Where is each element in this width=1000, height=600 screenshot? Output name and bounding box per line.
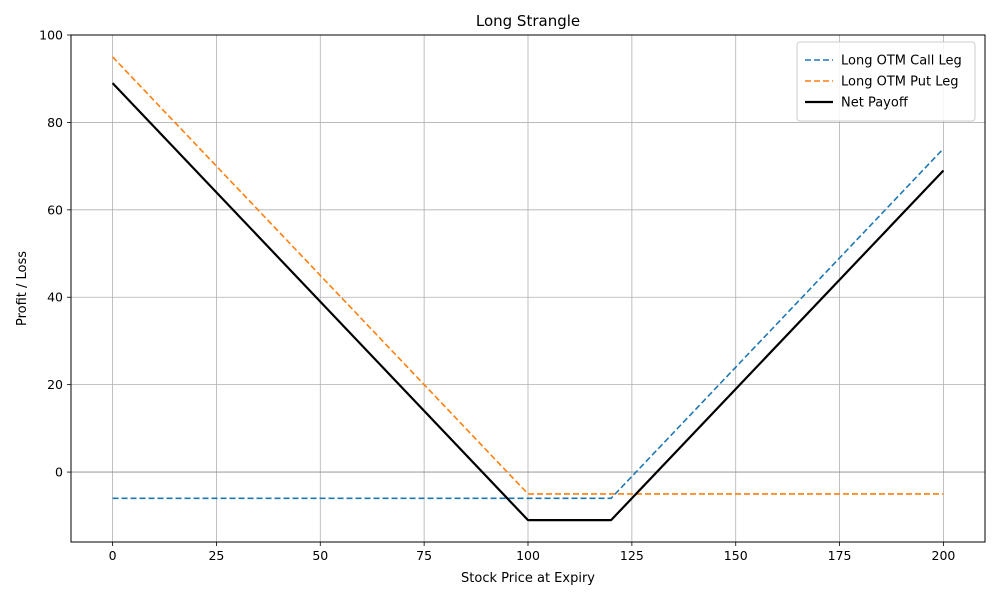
x-tick-label: 150 <box>724 548 748 563</box>
x-tick-label: 125 <box>620 548 644 563</box>
x-axis-label: Stock Price at Expiry <box>461 571 595 586</box>
x-tick-label: 75 <box>416 548 432 563</box>
series-line-3 <box>111 82 945 522</box>
legend-label-2: Long OTM Put Leg <box>841 75 958 90</box>
legend-box <box>796 41 976 122</box>
y-tick-label: 100 <box>39 28 63 43</box>
x-tick-label: 0 <box>109 548 117 563</box>
series-layer <box>111 56 945 522</box>
series-line-1 <box>112 148 945 500</box>
y-tick-label: 0 <box>55 465 63 480</box>
x-tick-label: 100 <box>516 548 540 563</box>
chart-title: Long Strangle <box>476 12 580 30</box>
legend-label-3: Net Payoff <box>841 96 909 111</box>
y-tick-label: 40 <box>47 290 63 305</box>
x-tick-label: 175 <box>828 548 852 563</box>
series-line-2 <box>111 56 944 495</box>
y-tick-label: 80 <box>47 115 63 130</box>
x-tick-label: 200 <box>932 548 956 563</box>
x-tick-label: 25 <box>208 548 224 563</box>
y-tick-label: 60 <box>47 202 63 217</box>
x-tick-label: 50 <box>312 548 328 563</box>
legend: Long OTM Call Leg Long OTM Put Leg Net Pay… <box>796 41 976 122</box>
legend-label-1: Long OTM Call Leg <box>841 54 962 69</box>
y-tick-label: 20 <box>47 377 63 392</box>
tick-layer: 0 25 50 75 100 125 150 175 200 0 20 40 60 80 100 <box>39 28 955 564</box>
y-axis-label: Profit / Loss <box>15 251 30 326</box>
